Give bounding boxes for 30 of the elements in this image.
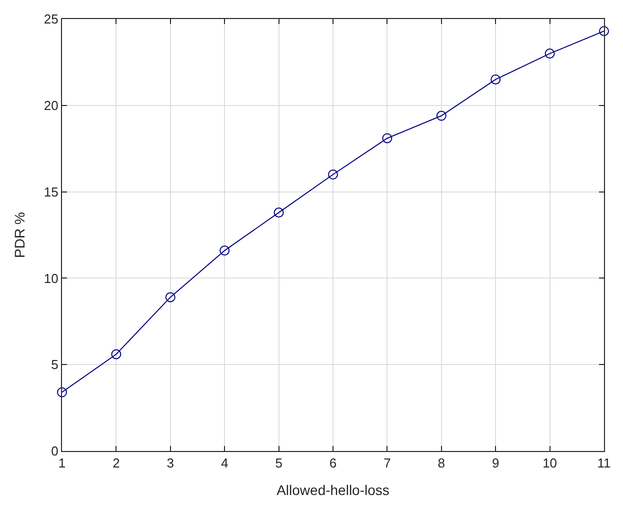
x-tick-label: 10 (542, 456, 558, 471)
y-tick-label: 5 (51, 357, 58, 372)
point (436, 110, 446, 121)
x-tick-label: 5 (275, 456, 282, 471)
x-tick-label: 9 (492, 456, 500, 471)
point (165, 292, 176, 302)
x-tick-label: 1 (58, 456, 66, 471)
point (544, 48, 555, 59)
x-tick-label: 3 (166, 456, 174, 471)
y-axis-title: PDR % (12, 212, 28, 258)
point (382, 133, 392, 144)
y-tick-label: 25 (44, 12, 58, 27)
point (490, 74, 501, 84)
x-tick-label: 2 (112, 456, 120, 471)
x-axis-title: Allowed-hello-loss (276, 482, 390, 498)
x-tick-label: 4 (220, 456, 228, 471)
y-tick-label: 10 (44, 270, 58, 286)
x-tick-label: 7 (384, 456, 391, 471)
point (57, 387, 67, 398)
point (328, 170, 338, 180)
point (274, 208, 284, 218)
point (220, 246, 230, 256)
y-tick-label: 20 (44, 98, 58, 113)
x-tick-label: 11 (597, 456, 611, 471)
x-tick-label: 8 (438, 456, 446, 471)
y-tick-label: 15 (44, 184, 58, 200)
y-tick-label: 0 (51, 444, 58, 459)
point (111, 349, 122, 360)
point (599, 26, 609, 36)
x-tick-label: 6 (329, 456, 337, 471)
